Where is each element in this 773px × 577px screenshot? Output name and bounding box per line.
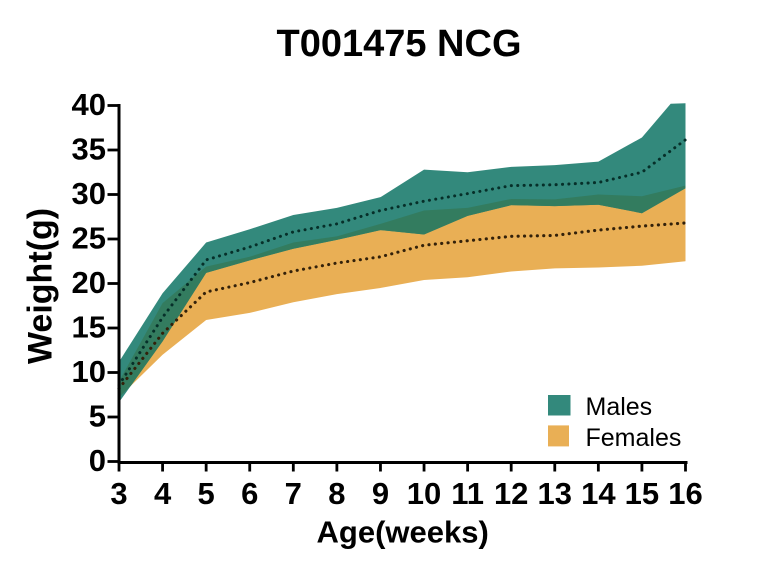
svg-text:30: 30	[72, 176, 106, 211]
svg-text:9: 9	[372, 476, 389, 511]
svg-text:14: 14	[581, 476, 616, 511]
svg-text:15: 15	[72, 309, 106, 344]
svg-text:3: 3	[110, 476, 127, 511]
svg-text:10: 10	[72, 354, 106, 389]
svg-text:Weight(g): Weight(g)	[22, 208, 60, 364]
svg-text:11: 11	[451, 476, 484, 511]
svg-text:Females: Females	[586, 424, 682, 452]
svg-text:5: 5	[198, 476, 215, 511]
svg-text:7: 7	[285, 476, 302, 511]
svg-text:12: 12	[494, 476, 528, 511]
svg-text:6: 6	[241, 476, 258, 511]
svg-text:5: 5	[89, 398, 106, 433]
svg-text:0: 0	[89, 443, 106, 478]
svg-text:8: 8	[328, 476, 345, 511]
svg-text:20: 20	[72, 265, 106, 300]
svg-text:40: 40	[72, 87, 106, 122]
svg-text:Age(weeks): Age(weeks)	[317, 515, 489, 550]
svg-text:15: 15	[625, 476, 659, 511]
svg-text:16: 16	[668, 476, 702, 511]
svg-text:4: 4	[154, 476, 172, 511]
svg-text:Males: Males	[586, 393, 653, 421]
svg-text:13: 13	[538, 476, 572, 511]
svg-text:25: 25	[72, 220, 106, 255]
svg-text:T001475 NCG: T001475 NCG	[276, 23, 521, 65]
svg-text:35: 35	[72, 131, 106, 166]
svg-text:10: 10	[407, 476, 441, 511]
